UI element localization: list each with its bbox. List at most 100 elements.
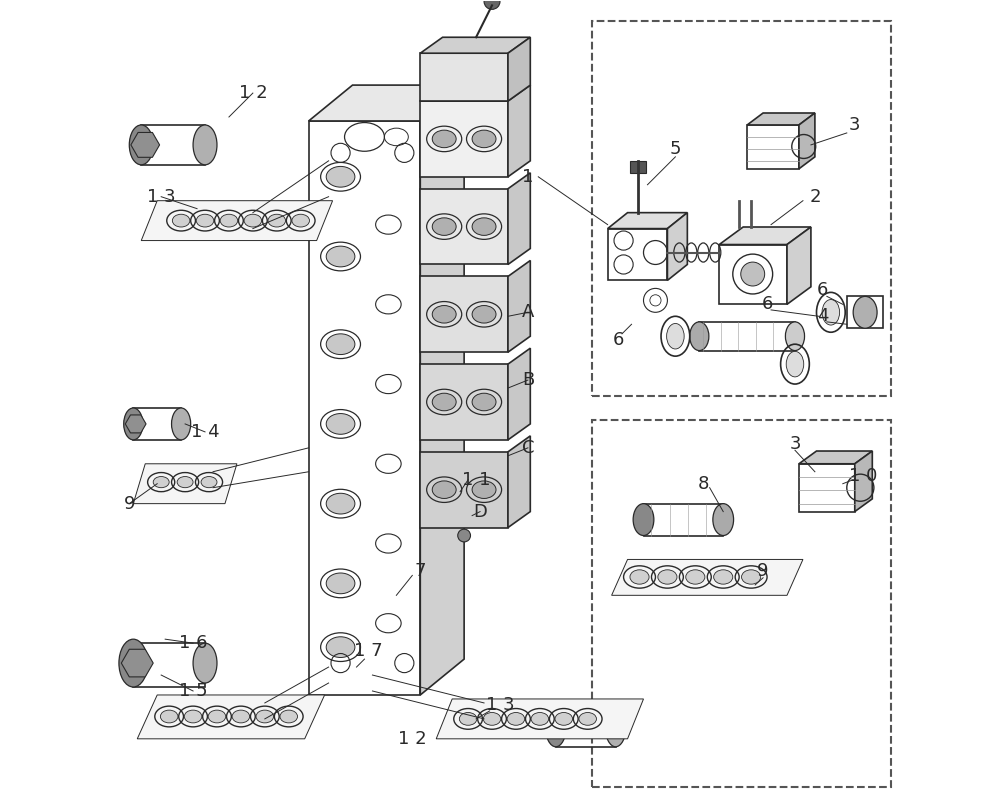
Bar xyxy=(630,161,646,173)
Bar xyxy=(592,22,891,396)
Bar xyxy=(592,420,891,786)
Ellipse shape xyxy=(201,477,217,488)
Ellipse shape xyxy=(853,296,877,328)
Polygon shape xyxy=(420,189,508,265)
Polygon shape xyxy=(131,133,160,158)
Text: 5: 5 xyxy=(670,140,681,158)
Ellipse shape xyxy=(459,713,477,726)
Text: 6: 6 xyxy=(817,281,829,299)
Polygon shape xyxy=(420,277,508,352)
Ellipse shape xyxy=(686,570,705,584)
Ellipse shape xyxy=(208,710,226,723)
Polygon shape xyxy=(420,452,508,527)
Text: 1 1: 1 1 xyxy=(462,470,490,489)
Ellipse shape xyxy=(472,394,496,410)
Bar xyxy=(309,121,420,695)
Ellipse shape xyxy=(280,710,298,723)
Polygon shape xyxy=(855,451,872,512)
Ellipse shape xyxy=(432,218,456,235)
Text: 1: 1 xyxy=(522,168,534,186)
Text: 1 0: 1 0 xyxy=(849,466,877,485)
Polygon shape xyxy=(747,113,815,125)
Ellipse shape xyxy=(193,125,217,165)
Ellipse shape xyxy=(785,322,805,350)
Text: 1 6: 1 6 xyxy=(179,634,207,652)
Polygon shape xyxy=(420,54,508,101)
Polygon shape xyxy=(436,699,644,739)
Polygon shape xyxy=(608,213,687,229)
Bar xyxy=(644,504,723,535)
Text: 1 2: 1 2 xyxy=(239,84,267,102)
Circle shape xyxy=(741,262,765,286)
Polygon shape xyxy=(508,38,530,101)
Text: 3: 3 xyxy=(789,435,801,453)
Ellipse shape xyxy=(633,504,654,535)
Polygon shape xyxy=(799,113,815,169)
Ellipse shape xyxy=(129,125,153,165)
Ellipse shape xyxy=(432,481,456,498)
Ellipse shape xyxy=(432,130,456,148)
Polygon shape xyxy=(508,261,530,352)
Ellipse shape xyxy=(326,414,355,434)
Text: D: D xyxy=(473,502,487,521)
Text: 3: 3 xyxy=(849,116,861,134)
Ellipse shape xyxy=(432,306,456,323)
Ellipse shape xyxy=(326,246,355,267)
Polygon shape xyxy=(508,348,530,440)
Bar xyxy=(699,322,795,350)
Ellipse shape xyxy=(545,707,566,746)
Ellipse shape xyxy=(472,130,496,148)
Ellipse shape xyxy=(160,710,178,723)
Polygon shape xyxy=(508,173,530,265)
Ellipse shape xyxy=(326,166,355,187)
Ellipse shape xyxy=(483,713,501,726)
Bar xyxy=(133,408,181,440)
Polygon shape xyxy=(420,85,530,101)
Polygon shape xyxy=(420,364,508,440)
Ellipse shape xyxy=(658,570,677,584)
Ellipse shape xyxy=(507,713,525,726)
Ellipse shape xyxy=(579,713,596,726)
Ellipse shape xyxy=(326,494,355,514)
Circle shape xyxy=(458,529,471,542)
Polygon shape xyxy=(309,85,464,121)
Polygon shape xyxy=(604,717,627,737)
Bar xyxy=(719,245,787,304)
Ellipse shape xyxy=(713,504,734,535)
Text: 6: 6 xyxy=(761,295,773,314)
Polygon shape xyxy=(508,85,530,177)
Text: 7: 7 xyxy=(415,562,426,581)
Text: 1 3: 1 3 xyxy=(486,695,514,714)
Polygon shape xyxy=(141,201,333,241)
Polygon shape xyxy=(420,101,508,177)
Ellipse shape xyxy=(472,481,496,498)
Ellipse shape xyxy=(184,710,202,723)
Ellipse shape xyxy=(193,643,217,683)
Text: 1 3: 1 3 xyxy=(147,188,175,206)
Bar xyxy=(747,125,799,169)
Ellipse shape xyxy=(172,214,190,227)
Ellipse shape xyxy=(531,713,549,726)
Ellipse shape xyxy=(472,218,496,235)
Text: 4: 4 xyxy=(817,307,829,326)
Ellipse shape xyxy=(822,299,840,325)
Polygon shape xyxy=(719,227,811,245)
Polygon shape xyxy=(137,695,325,739)
Ellipse shape xyxy=(786,351,804,377)
Polygon shape xyxy=(133,464,237,504)
Ellipse shape xyxy=(555,713,573,726)
Polygon shape xyxy=(420,85,464,695)
Polygon shape xyxy=(799,451,872,464)
Text: 8: 8 xyxy=(698,474,709,493)
Circle shape xyxy=(484,0,500,10)
Text: 1 5: 1 5 xyxy=(179,682,207,700)
Bar xyxy=(608,229,667,281)
Text: 9: 9 xyxy=(124,494,135,513)
Polygon shape xyxy=(612,559,803,595)
Text: 6: 6 xyxy=(612,331,624,350)
Ellipse shape xyxy=(630,570,649,584)
Ellipse shape xyxy=(690,322,709,350)
Bar xyxy=(799,464,855,512)
Polygon shape xyxy=(420,38,530,54)
Ellipse shape xyxy=(119,639,148,687)
